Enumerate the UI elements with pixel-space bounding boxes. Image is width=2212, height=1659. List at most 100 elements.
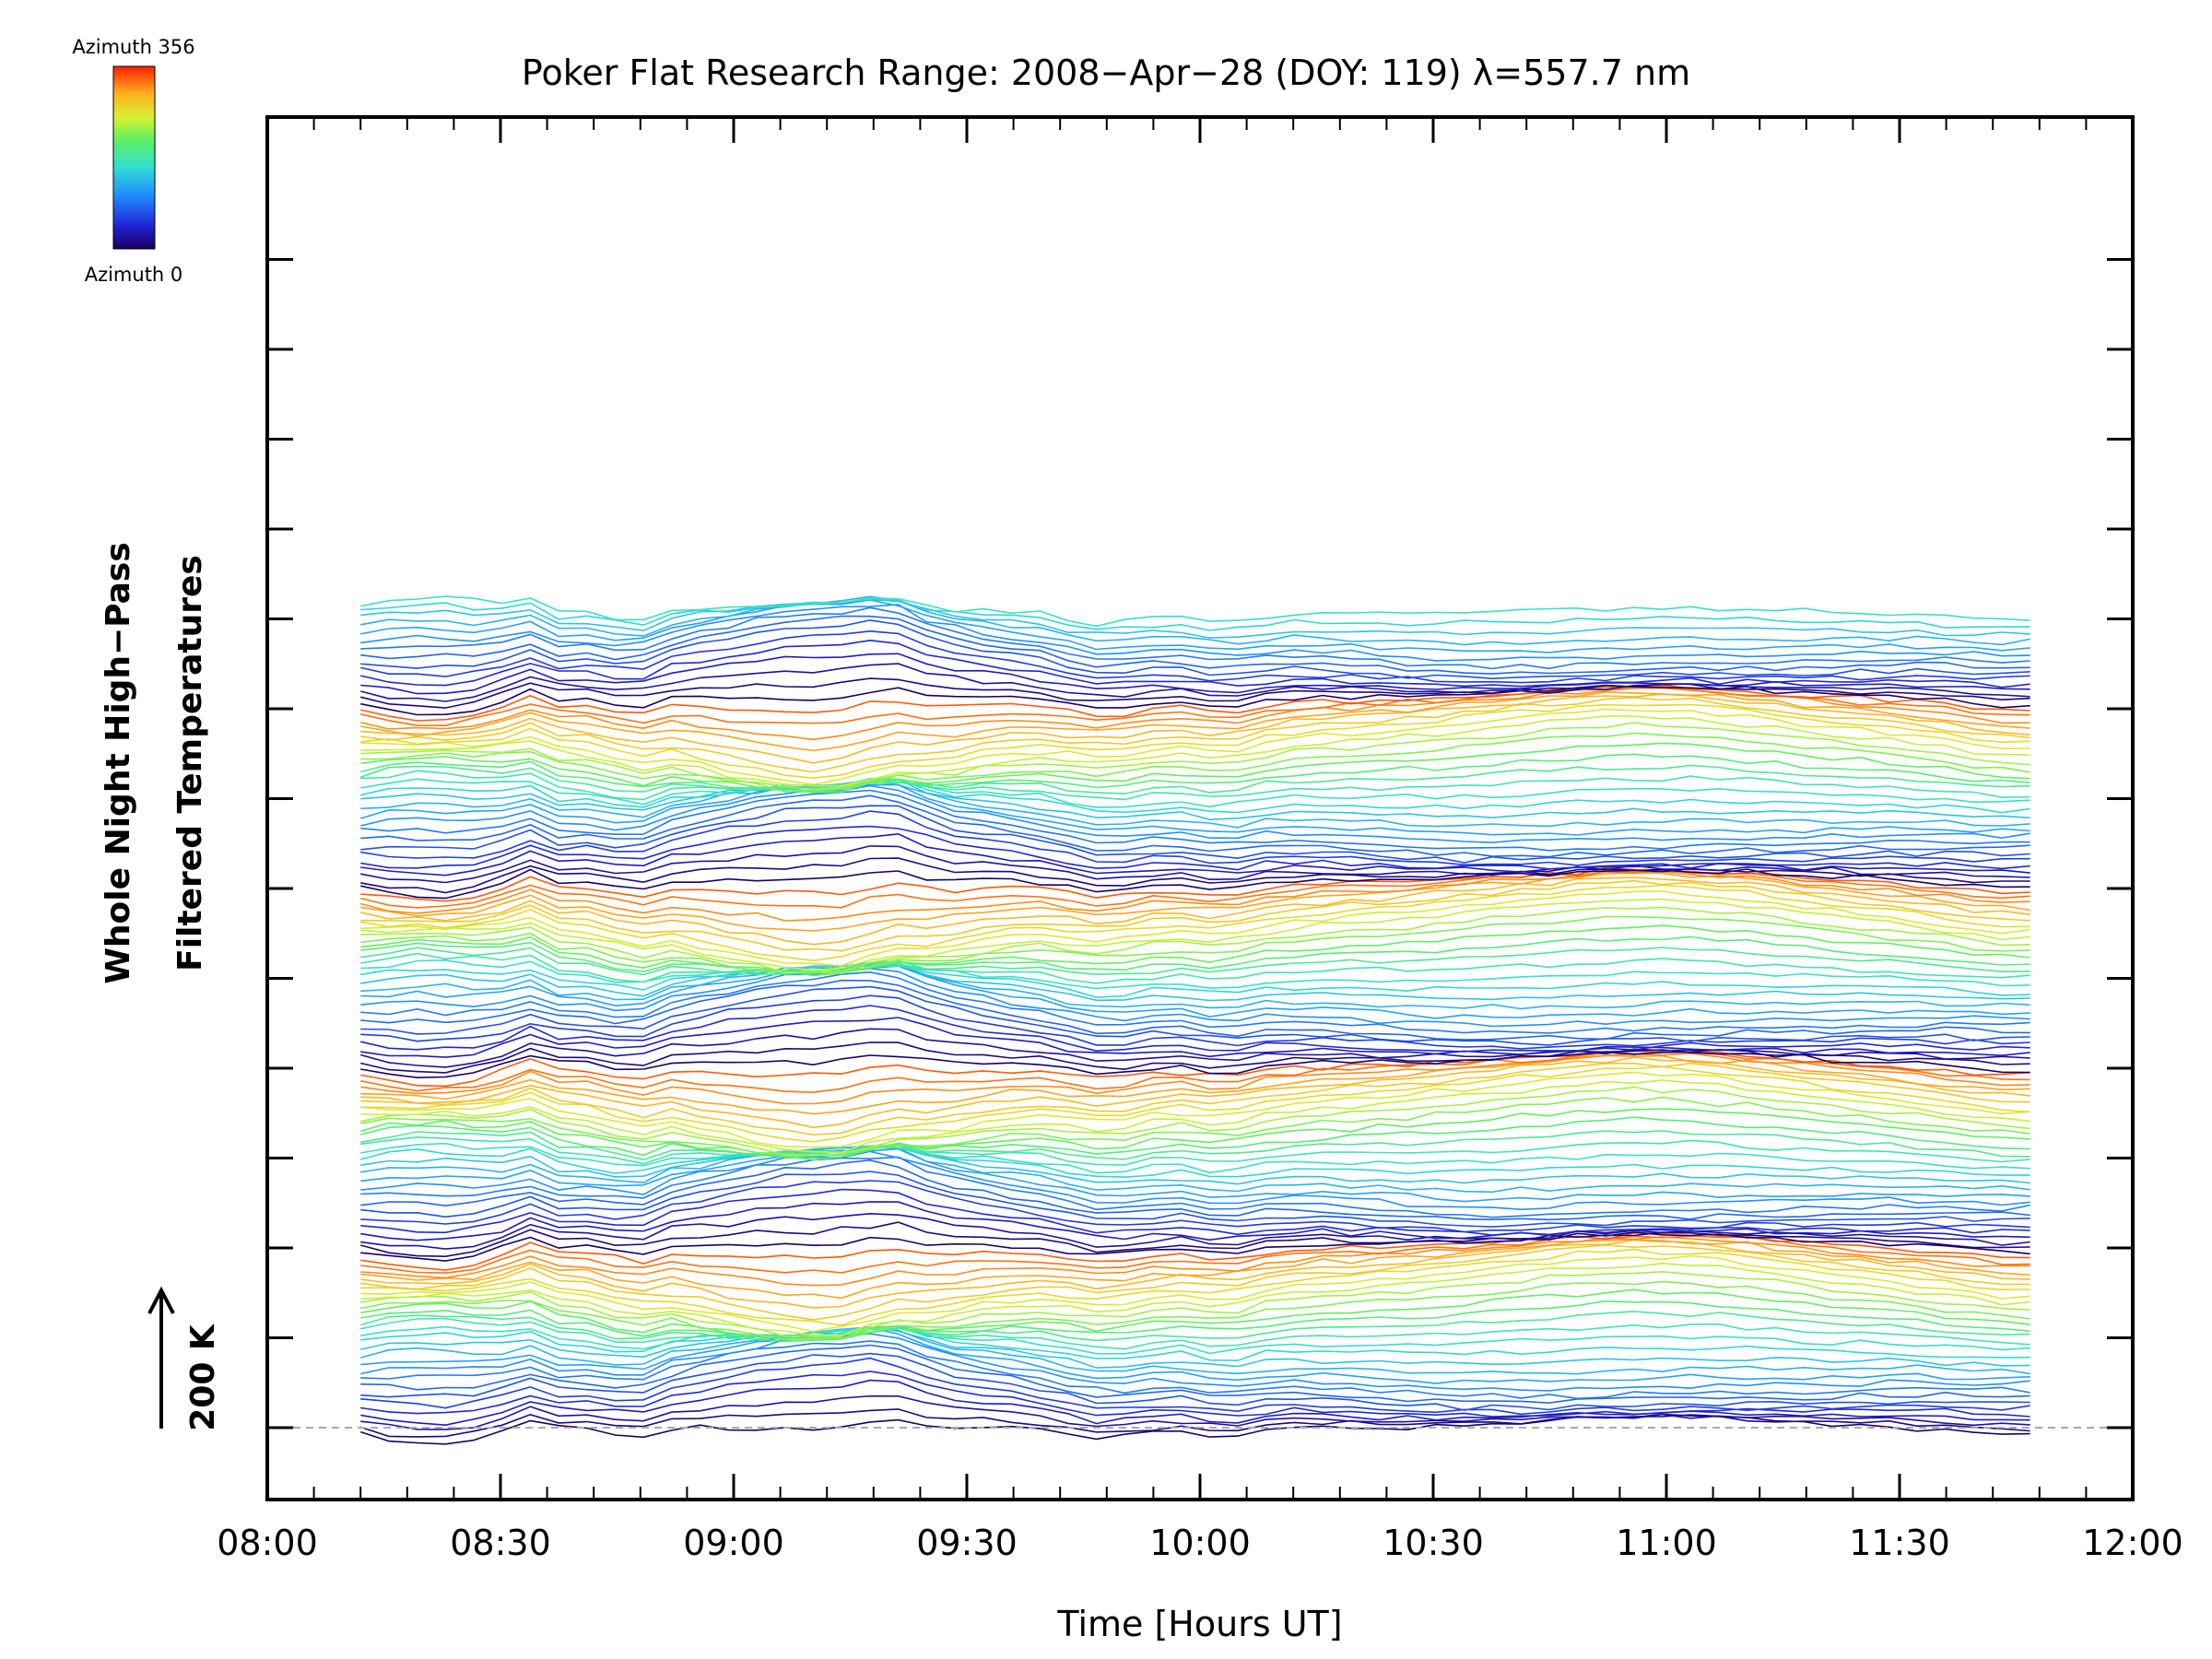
series-trace <box>360 742 2030 794</box>
series-trace <box>360 598 2030 631</box>
series-trace <box>360 697 2030 773</box>
series-trace <box>360 1005 2030 1053</box>
series-trace <box>360 967 2030 1028</box>
series-trace <box>360 890 2030 967</box>
series-trace <box>360 1086 2030 1157</box>
series-trace <box>360 879 2030 952</box>
series-trace <box>360 639 2030 688</box>
series-trace <box>360 778 2030 821</box>
series-trace <box>360 684 2030 722</box>
series-trace <box>360 1041 2030 1074</box>
series-trace <box>360 677 2030 709</box>
series-trace <box>360 1062 2030 1136</box>
series-trace <box>360 1116 2030 1161</box>
series-trace <box>360 595 2030 646</box>
series-trace <box>360 1280 2030 1341</box>
series-trace <box>360 1159 2030 1221</box>
series-trace <box>360 872 2030 932</box>
series-trace <box>360 615 2030 675</box>
series-trace <box>360 906 2030 974</box>
series-trace <box>360 1135 2030 1166</box>
series-trace <box>360 693 2030 764</box>
series-trace <box>360 1326 2030 1369</box>
series-trace <box>360 703 2030 780</box>
scale-bar: 200 K <box>147 1286 222 1431</box>
series-trace <box>360 1053 2030 1105</box>
series-trace <box>360 1262 2030 1336</box>
series-trace <box>360 1357 2030 1416</box>
x-tick-label: 10:00 <box>1149 1523 1251 1563</box>
colorbar <box>112 65 156 250</box>
series-trace <box>360 606 2030 670</box>
series-trace <box>360 857 2030 894</box>
series-trace <box>360 784 2030 844</box>
series-trace <box>360 877 2030 946</box>
series-trace <box>360 789 2030 852</box>
series-trace <box>360 663 2030 702</box>
series-trace <box>360 884 2030 962</box>
series-trace <box>360 1065 2030 1143</box>
series-trace <box>360 1300 2030 1343</box>
series-trace <box>359 1028 2030 1068</box>
x-tick-label: 12:00 <box>2082 1523 2183 1563</box>
series-trace <box>360 961 2030 998</box>
series-trace <box>360 722 2030 791</box>
series-trace <box>360 1325 2030 1355</box>
series-trace <box>360 1288 2030 1340</box>
series-trace <box>360 935 2030 974</box>
series-trace <box>360 1231 2030 1262</box>
series-trace <box>359 1221 2030 1258</box>
x-tick-label: 11:00 <box>1616 1523 1717 1563</box>
series-trace <box>360 1056 2030 1129</box>
series-trace <box>359 783 2030 836</box>
series-trace <box>360 1071 2030 1148</box>
series-trace <box>360 794 2030 858</box>
x-tick-label: 09:30 <box>916 1523 1018 1563</box>
series-trace <box>360 845 2030 884</box>
series-trace <box>360 1147 2030 1194</box>
series-trace <box>360 810 2030 866</box>
series-trace <box>360 770 2030 801</box>
colorbar-bottom-label: Azimuth 0 <box>85 264 183 286</box>
series-trace <box>360 708 2030 786</box>
series-trace <box>359 1108 2030 1161</box>
series-trace <box>360 778 2030 814</box>
x-tick-label: 08:30 <box>450 1523 551 1563</box>
series-trace <box>360 1324 2030 1362</box>
series-trace <box>360 1212 2030 1250</box>
series-trace <box>360 952 2030 984</box>
series-trace <box>360 687 2030 741</box>
series-trace <box>360 964 2030 1010</box>
scale-bar-label: 200 K <box>184 1324 222 1431</box>
series-trace <box>360 1156 2030 1218</box>
series-trace <box>359 1147 2030 1179</box>
series-trace <box>360 1051 2030 1094</box>
series-trace <box>360 1326 2030 1384</box>
series-trace <box>360 1150 2030 1211</box>
x-tick-label: 08:00 <box>217 1523 318 1563</box>
series-trace <box>360 691 2030 752</box>
series-trace <box>360 753 2030 794</box>
x-tick-label: 10:30 <box>1382 1523 1484 1563</box>
series-trace <box>360 1180 2030 1233</box>
series-trace <box>360 985 2030 1046</box>
series-trace <box>360 832 2030 877</box>
series-trace <box>360 825 2030 871</box>
chart-title: Poker Flat Research Range: 2008−Apr−28 (… <box>522 53 1690 93</box>
series-trace <box>359 1327 2030 1375</box>
series-trace <box>360 1239 2030 1309</box>
series-trace <box>360 1379 2030 1427</box>
series-trace <box>360 979 2030 1041</box>
series-trace <box>360 619 2030 680</box>
series-trace <box>360 1142 2030 1174</box>
series-trace <box>360 1050 2030 1088</box>
series-trace <box>360 971 2030 1034</box>
series-trace <box>359 1311 2030 1342</box>
series-trace <box>360 1188 2030 1236</box>
x-axis-label: Time [Hours UT] <box>1056 1604 1342 1644</box>
x-tick-label: 11:30 <box>1849 1523 1950 1563</box>
series-trace <box>360 1096 2030 1156</box>
series-trace <box>360 685 2030 727</box>
series-trace <box>359 764 2030 794</box>
